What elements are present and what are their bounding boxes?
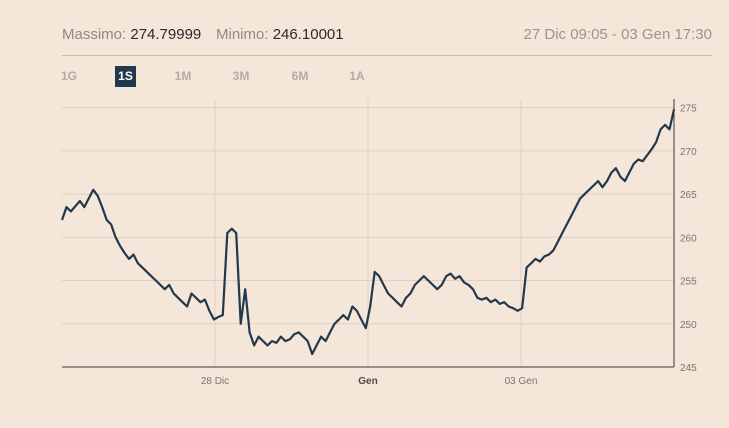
y-tick-label: 275 [680,104,697,115]
tab-1a[interactable]: 1A [349,69,365,83]
tab-1s[interactable]: 1S [115,66,136,87]
divider [62,55,712,56]
y-tick-label: 265 [680,190,697,201]
max-label: Massimo: [62,26,127,43]
tab-1m[interactable]: 1M [174,69,192,83]
min-value: 246.10001 [272,26,344,43]
y-tick-label: 255 [680,277,697,288]
tab-3m[interactable]: 3M [232,69,250,83]
tab-1g[interactable]: 1G [60,69,77,83]
tab-6m[interactable]: 6M [291,69,309,83]
y-tick-label: 270 [680,147,697,158]
min-stat: Minimo: 246.10001 [216,26,344,43]
date-range: 27 Dic 09:05 - 03 Gen 17:30 [523,26,712,43]
x-tick-label: 28 Dic [201,376,229,387]
y-tick-label: 245 [680,363,697,374]
min-label: Minimo: [216,26,269,43]
y-tick-label: 260 [680,233,697,244]
stats-bar: Massimo: 274.79999 Minimo: 246.10001 27 … [62,26,712,48]
period-tabs: 1G 1S 1M 3M 6M 1A [0,66,729,88]
max-stat: Massimo: 274.79999 [62,26,201,43]
max-value: 274.79999 [130,26,202,43]
x-tick-label: 03 Gen [505,376,538,387]
y-tick-label: 250 [680,320,697,331]
price-line [60,109,676,356]
x-tick-label: Gen [358,376,377,387]
